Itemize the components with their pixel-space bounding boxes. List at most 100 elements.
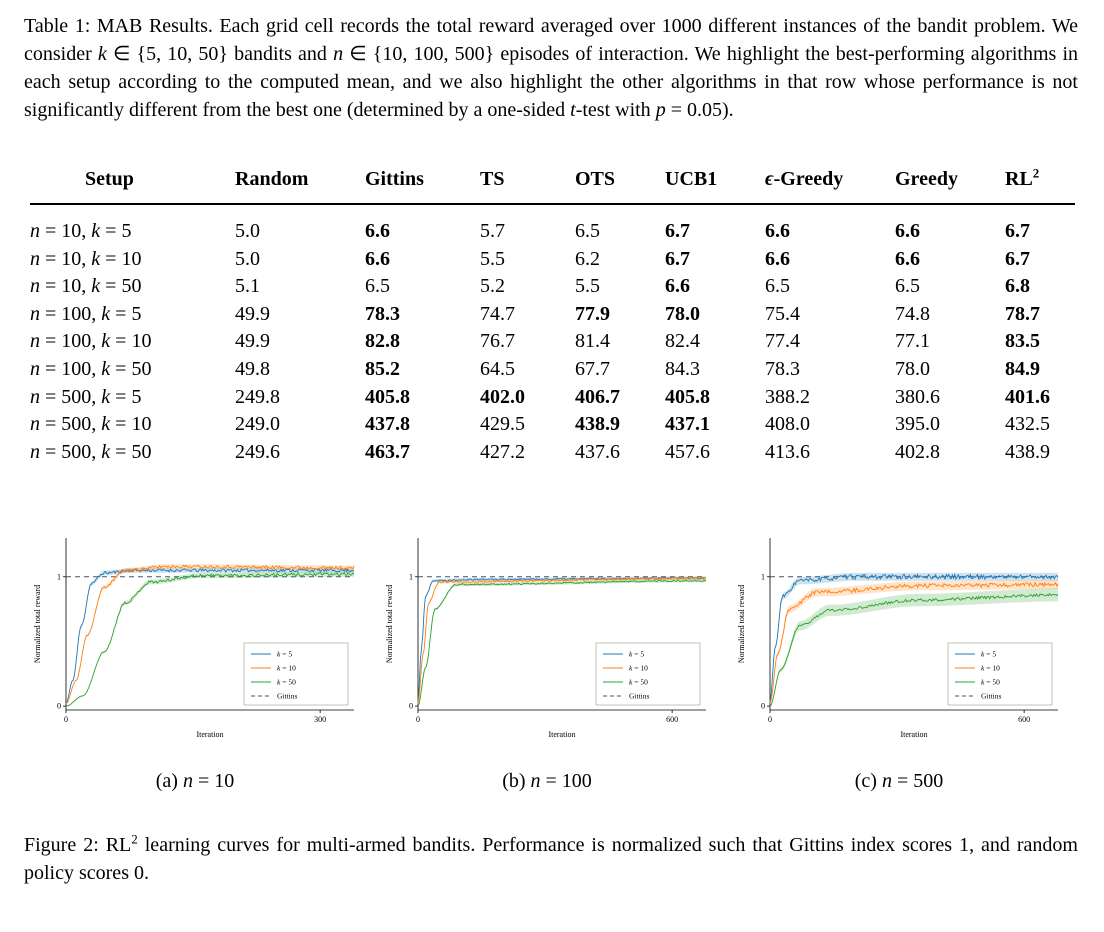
figure-caption: Figure 2: RL2 learning curves for multi-… bbox=[24, 831, 1078, 887]
value-cell: 5.1 bbox=[235, 275, 260, 298]
legend-label: Gittins bbox=[277, 692, 298, 701]
table-row: n = 10, k = 5 5.0 6.6 5.7 6.5 6.7 6.6 6.6 6.7 bbox=[30, 204, 1075, 246]
value-cell: 67.7 bbox=[575, 357, 610, 380]
column-header: OTS bbox=[575, 166, 665, 204]
text-segment: n bbox=[881, 770, 892, 793]
legend-label: k = 50 bbox=[981, 678, 1000, 687]
series-band-3 bbox=[770, 588, 1058, 708]
results-table: Setup Random Gittins TS OTS UCB1 ϵ-Greedy Greed… bbox=[30, 166, 1075, 466]
x-axis-label: Iteration bbox=[196, 730, 223, 739]
setup-cell: n = 100, k = 5 bbox=[30, 301, 235, 329]
y-tick-label: 0 bbox=[57, 702, 61, 711]
text-segment: -test with bbox=[575, 99, 656, 121]
text-segment: Gittins bbox=[365, 168, 424, 190]
value-cell: 78.0 bbox=[895, 357, 930, 380]
value-cell: 463.7 bbox=[365, 440, 410, 463]
table-row: n = 100, k = 5 49.9 78.3 74.7 77.9 78.0 75.4 74… bbox=[30, 301, 1075, 329]
legend-label: Gittins bbox=[981, 692, 1002, 701]
text-segment: n bbox=[30, 220, 40, 242]
y-axis-label: Normalized total reward bbox=[385, 585, 394, 663]
text-segment: (a) bbox=[155, 770, 183, 793]
text-segment: k bbox=[101, 357, 111, 380]
chart-svg: 0 1 0 600 Normalized total reward Iteration k … bbox=[385, 538, 707, 739]
text-segment: = 500, bbox=[40, 440, 102, 463]
setup-cell: n = 100, k = 50 bbox=[30, 356, 235, 384]
table-body: n = 10, k = 5 5.0 6.6 5.7 6.5 6.7 6.6 6.6 6.7 n =… bbox=[30, 204, 1075, 466]
text-segment: k bbox=[91, 275, 101, 298]
legend-value: = 10 bbox=[632, 664, 648, 673]
value-cell: 6.6 bbox=[365, 247, 390, 270]
value-cell: 6.6 bbox=[895, 247, 920, 270]
legend-label: k = 50 bbox=[277, 678, 296, 687]
y-axis-label: Normalized total reward bbox=[33, 585, 42, 663]
value-cell: 6.5 bbox=[765, 275, 790, 298]
text-segment: n bbox=[30, 357, 40, 380]
legend-label: k = 50 bbox=[629, 678, 648, 687]
value-cell: 77.9 bbox=[575, 302, 610, 325]
value-cell: 75.4 bbox=[765, 302, 800, 325]
text-segment: = 10, bbox=[40, 247, 92, 270]
series-line-1 bbox=[65, 568, 355, 705]
value-cell: 84.9 bbox=[1005, 357, 1040, 380]
legend-value: = 5 bbox=[632, 650, 644, 659]
value-cell: 405.8 bbox=[365, 385, 410, 408]
value-cell: 395.0 bbox=[895, 413, 940, 436]
text-segment: = 50 bbox=[110, 440, 152, 463]
x-tick-label: 0 bbox=[416, 715, 420, 724]
value-cell: 5.7 bbox=[480, 220, 505, 242]
table-row: n = 500, k = 10 249.0 437.8 429.5 438.9 437.1… bbox=[30, 411, 1075, 439]
value-cell: 6.6 bbox=[365, 220, 390, 242]
subcaption-row: (a) n = 10 (b) n = 100 (c) n = 500 bbox=[30, 770, 1104, 793]
legend-value: = 10 bbox=[280, 664, 296, 673]
value-cell: 76.7 bbox=[480, 330, 515, 353]
value-cell: 6.6 bbox=[765, 247, 790, 270]
text-segment: Table 1: MAB Results. Each grid cell rec… bbox=[24, 15, 1078, 65]
chart-c: 0 1 0 600 Normalized total reward Iteration k … bbox=[734, 532, 1064, 740]
text-segment: n bbox=[530, 770, 541, 793]
setup-cell: n = 10, k = 50 bbox=[30, 273, 235, 301]
text-segment: n bbox=[30, 247, 40, 270]
text-segment: n bbox=[30, 413, 40, 436]
column-header: ϵ-Greedy bbox=[765, 166, 895, 204]
text-segment: = 100 bbox=[540, 770, 592, 793]
text-segment: UCB1 bbox=[665, 168, 718, 190]
legend-value: = 50 bbox=[280, 678, 296, 687]
y-axis-label: Normalized total reward bbox=[737, 585, 746, 663]
text-segment: = 10 bbox=[192, 770, 235, 793]
value-cell: 432.5 bbox=[1005, 413, 1050, 436]
column-header: Random bbox=[235, 166, 365, 204]
value-cell: 402.0 bbox=[480, 385, 525, 408]
column-header: Setup bbox=[30, 166, 235, 204]
table-head: Setup Random Gittins TS OTS UCB1 ϵ-Greedy Greed… bbox=[30, 166, 1075, 204]
series-line-3 bbox=[769, 593, 1059, 707]
text-segment: ϵ bbox=[765, 168, 774, 190]
legend-label: Gittins bbox=[629, 692, 650, 701]
legend-var: k bbox=[981, 650, 985, 659]
legend-label: k = 10 bbox=[277, 664, 296, 673]
subcaption-b: (b) n = 100 bbox=[382, 770, 712, 793]
text-segment: k bbox=[97, 43, 107, 65]
column-header: Gittins bbox=[365, 166, 480, 204]
value-cell: 5.5 bbox=[480, 247, 505, 270]
text-segment: = 500 bbox=[891, 770, 944, 793]
value-cell: 406.7 bbox=[575, 385, 620, 408]
text-segment: 2 bbox=[131, 831, 138, 847]
series-line-3 bbox=[417, 579, 707, 707]
table-header-row: Setup Random Gittins TS OTS UCB1 ϵ-Greedy Greed… bbox=[30, 166, 1075, 204]
setup-cell: n = 500, k = 5 bbox=[30, 384, 235, 412]
value-cell: 78.0 bbox=[665, 302, 700, 325]
legend-box bbox=[595, 643, 701, 706]
text-segment: RL bbox=[1005, 168, 1033, 190]
setup-cell: n = 100, k = 10 bbox=[30, 328, 235, 356]
text-segment: Setup bbox=[85, 168, 134, 190]
value-cell: 6.6 bbox=[765, 220, 790, 242]
text-segment: = 10, bbox=[40, 275, 92, 298]
value-cell: 77.1 bbox=[895, 330, 930, 353]
text-segment: = 100, bbox=[40, 330, 102, 353]
text-segment: k bbox=[101, 330, 111, 353]
text-segment: 2 bbox=[1032, 165, 1040, 181]
legend-label: k = 5 bbox=[629, 650, 644, 659]
y-tick-label: 1 bbox=[761, 573, 765, 582]
text-segment: -Greedy bbox=[773, 168, 844, 190]
